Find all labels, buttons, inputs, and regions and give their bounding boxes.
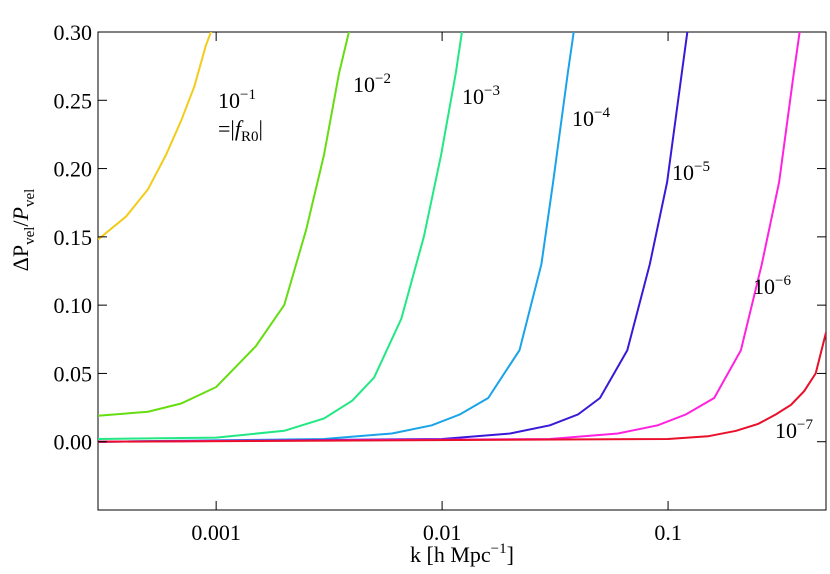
series-label-base: 10 bbox=[672, 160, 694, 185]
x-label-sup: −1 bbox=[491, 541, 507, 557]
series-label-exp: −3 bbox=[484, 83, 500, 99]
y-label-sub: vel bbox=[22, 227, 38, 245]
annotation: =|fR0| bbox=[218, 116, 263, 145]
x-axis-label: k [h Mpc−1] bbox=[410, 541, 514, 567]
series-label-exp: −7 bbox=[797, 417, 813, 433]
series-label: 10−5 bbox=[672, 159, 710, 185]
y-axis-label: ΔPvel/Pvel bbox=[8, 189, 38, 272]
y-tick-label: 0.25 bbox=[54, 88, 93, 113]
y-label-part: ΔP bbox=[8, 245, 33, 271]
series-label: 10−1 bbox=[218, 87, 256, 113]
y-label-part: P bbox=[8, 207, 33, 221]
x-tick-label: 0.001 bbox=[191, 520, 241, 545]
annotation-part: f bbox=[235, 116, 244, 141]
series-label-base: 10 bbox=[218, 88, 240, 113]
series-label-base: 10 bbox=[753, 274, 775, 299]
series-label-exp: −4 bbox=[594, 105, 610, 121]
series-line bbox=[98, 332, 826, 443]
y-tick-label: 0.15 bbox=[54, 225, 93, 250]
x-label-part: ] bbox=[507, 542, 514, 567]
series-line bbox=[98, 32, 801, 443]
y-tick-label: 0.05 bbox=[54, 361, 93, 386]
annotation-sub: R0 bbox=[241, 129, 259, 145]
series-label: 10−7 bbox=[775, 417, 813, 443]
y-tick-label: 0.30 bbox=[54, 20, 93, 45]
series-line bbox=[98, 32, 689, 443]
annotation-part: | bbox=[258, 116, 262, 141]
y-label-part: / bbox=[8, 220, 33, 227]
y-label-sub: vel bbox=[22, 189, 38, 207]
series-line bbox=[98, 32, 350, 417]
series-line bbox=[98, 32, 463, 440]
annotation-part: =| bbox=[218, 116, 235, 141]
series-label: 10−6 bbox=[753, 273, 791, 299]
lines bbox=[98, 32, 826, 443]
series-label-base: 10 bbox=[353, 72, 375, 97]
y-tick-label: 0.10 bbox=[54, 293, 93, 318]
series-label-exp: −1 bbox=[240, 87, 256, 103]
series-label: 10−4 bbox=[572, 105, 610, 131]
y-tick-label: 0.20 bbox=[54, 157, 93, 182]
series-line bbox=[98, 32, 213, 241]
series-label-base: 10 bbox=[775, 418, 797, 443]
series-label: 10−2 bbox=[353, 71, 391, 97]
y-tick-label: 0.00 bbox=[54, 430, 93, 455]
series-label-exp: −2 bbox=[375, 71, 391, 87]
series-label-exp: −5 bbox=[694, 159, 710, 175]
x-label-part: k [h Mpc bbox=[410, 542, 491, 567]
series-line bbox=[98, 32, 575, 443]
series-label: 10−3 bbox=[462, 83, 500, 109]
series-label-exp: −6 bbox=[775, 273, 791, 289]
series-label-base: 10 bbox=[572, 106, 594, 131]
x-tick-label: 0.1 bbox=[654, 520, 682, 545]
x-tick-label: 0.01 bbox=[423, 520, 462, 545]
series-label-base: 10 bbox=[462, 84, 484, 109]
